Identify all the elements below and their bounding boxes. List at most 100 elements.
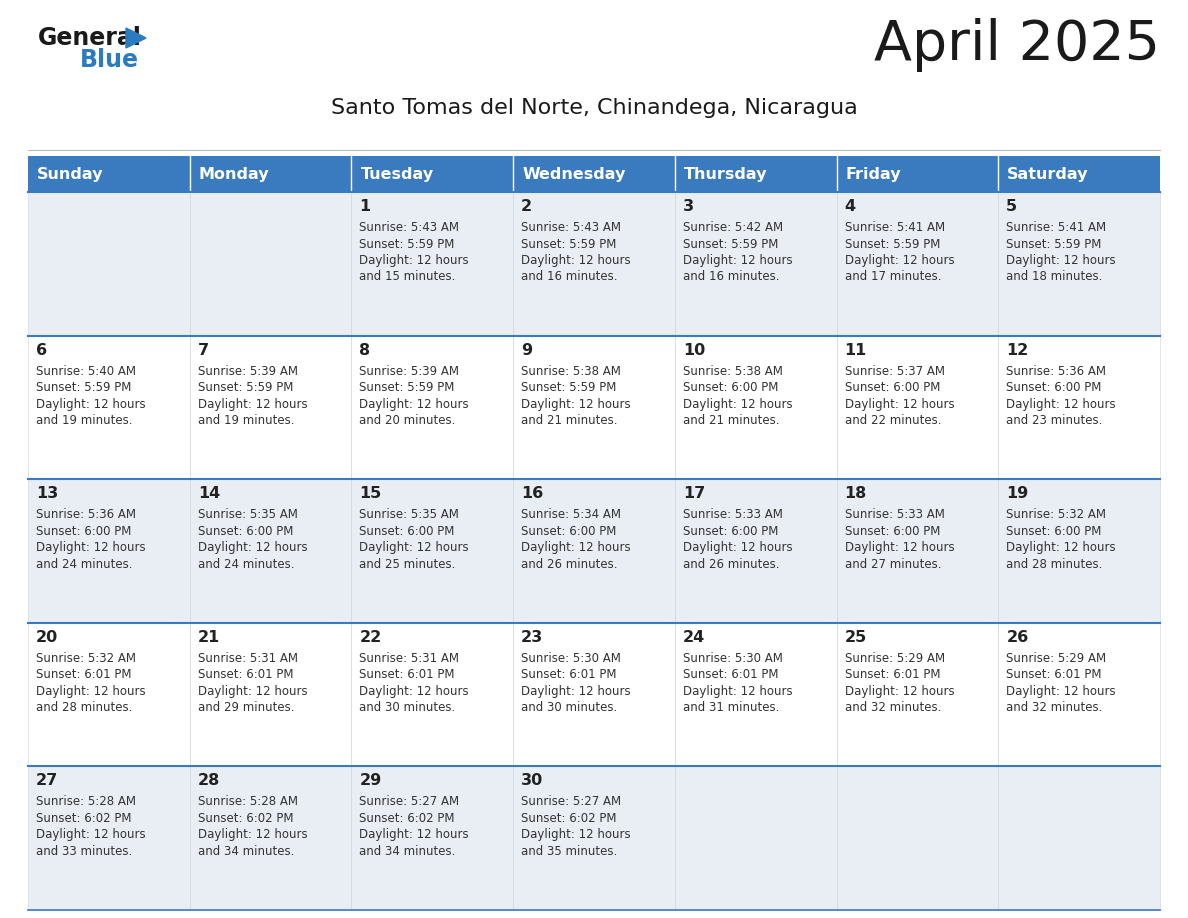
Text: 11: 11 <box>845 342 867 358</box>
Text: Sunset: 6:00 PM: Sunset: 6:00 PM <box>1006 525 1101 538</box>
Text: Sunset: 6:00 PM: Sunset: 6:00 PM <box>683 525 778 538</box>
Bar <box>190 622 352 767</box>
Bar <box>352 767 513 910</box>
Text: Sunset: 6:00 PM: Sunset: 6:00 PM <box>683 381 778 394</box>
Text: Sunset: 6:00 PM: Sunset: 6:00 PM <box>522 525 617 538</box>
Text: 30: 30 <box>522 773 543 789</box>
Text: Daylight: 12 hours: Daylight: 12 hours <box>360 828 469 842</box>
Text: Sunrise: 5:31 AM: Sunrise: 5:31 AM <box>197 652 298 665</box>
Bar <box>998 156 1159 192</box>
Text: 21: 21 <box>197 630 220 644</box>
Text: 4: 4 <box>845 199 855 214</box>
Text: Sunrise: 5:37 AM: Sunrise: 5:37 AM <box>845 364 944 377</box>
Text: Sunset: 5:59 PM: Sunset: 5:59 PM <box>360 238 455 251</box>
Text: Sunset: 6:01 PM: Sunset: 6:01 PM <box>36 668 132 681</box>
Text: 26: 26 <box>1006 630 1029 644</box>
Text: and 21 minutes.: and 21 minutes. <box>522 414 618 427</box>
Text: 29: 29 <box>360 773 381 789</box>
Text: Sunrise: 5:35 AM: Sunrise: 5:35 AM <box>360 509 460 521</box>
Text: Daylight: 12 hours: Daylight: 12 hours <box>522 685 631 698</box>
Text: Santo Tomas del Norte, Chinandega, Nicaragua: Santo Tomas del Norte, Chinandega, Nicar… <box>330 98 858 118</box>
Bar <box>836 767 998 910</box>
Text: Daylight: 12 hours: Daylight: 12 hours <box>845 542 954 554</box>
Text: April 2025: April 2025 <box>874 18 1159 72</box>
Text: Sunrise: 5:43 AM: Sunrise: 5:43 AM <box>522 221 621 234</box>
Text: and 30 minutes.: and 30 minutes. <box>522 701 618 714</box>
Bar <box>352 156 513 192</box>
Text: Daylight: 12 hours: Daylight: 12 hours <box>683 685 792 698</box>
Text: Daylight: 12 hours: Daylight: 12 hours <box>36 828 146 842</box>
Text: and 25 minutes.: and 25 minutes. <box>360 558 456 571</box>
Text: Daylight: 12 hours: Daylight: 12 hours <box>683 397 792 410</box>
Text: Sunrise: 5:31 AM: Sunrise: 5:31 AM <box>360 652 460 665</box>
Text: Sunset: 6:02 PM: Sunset: 6:02 PM <box>360 812 455 825</box>
Text: Sunday: Sunday <box>37 166 103 182</box>
Text: and 16 minutes.: and 16 minutes. <box>683 271 779 284</box>
Text: Daylight: 12 hours: Daylight: 12 hours <box>522 542 631 554</box>
Text: Sunset: 6:01 PM: Sunset: 6:01 PM <box>522 668 617 681</box>
Text: Daylight: 12 hours: Daylight: 12 hours <box>1006 542 1116 554</box>
Text: Sunrise: 5:33 AM: Sunrise: 5:33 AM <box>683 509 783 521</box>
Bar <box>513 622 675 767</box>
Text: and 19 minutes.: and 19 minutes. <box>36 414 133 427</box>
Text: 9: 9 <box>522 342 532 358</box>
Text: Sunset: 6:00 PM: Sunset: 6:00 PM <box>845 525 940 538</box>
Bar <box>513 192 675 336</box>
Text: and 16 minutes.: and 16 minutes. <box>522 271 618 284</box>
Text: and 28 minutes.: and 28 minutes. <box>1006 558 1102 571</box>
Text: Sunrise: 5:42 AM: Sunrise: 5:42 AM <box>683 221 783 234</box>
Text: Daylight: 12 hours: Daylight: 12 hours <box>360 542 469 554</box>
Text: Sunset: 6:01 PM: Sunset: 6:01 PM <box>683 668 778 681</box>
Text: Daylight: 12 hours: Daylight: 12 hours <box>845 254 954 267</box>
Bar <box>190 156 352 192</box>
Text: Daylight: 12 hours: Daylight: 12 hours <box>197 828 308 842</box>
Text: 3: 3 <box>683 199 694 214</box>
Bar <box>352 622 513 767</box>
Text: and 33 minutes.: and 33 minutes. <box>36 845 132 858</box>
Text: 18: 18 <box>845 487 867 501</box>
Text: Sunset: 6:01 PM: Sunset: 6:01 PM <box>360 668 455 681</box>
Text: and 26 minutes.: and 26 minutes. <box>683 558 779 571</box>
Text: Sunset: 6:00 PM: Sunset: 6:00 PM <box>360 525 455 538</box>
Text: Sunrise: 5:41 AM: Sunrise: 5:41 AM <box>1006 221 1106 234</box>
Bar <box>998 479 1159 622</box>
Text: Daylight: 12 hours: Daylight: 12 hours <box>1006 254 1116 267</box>
Text: Daylight: 12 hours: Daylight: 12 hours <box>197 685 308 698</box>
Text: Sunrise: 5:34 AM: Sunrise: 5:34 AM <box>522 509 621 521</box>
Text: and 17 minutes.: and 17 minutes. <box>845 271 941 284</box>
Text: and 30 minutes.: and 30 minutes. <box>360 701 456 714</box>
Bar <box>29 622 190 767</box>
Bar <box>29 336 190 479</box>
Text: 25: 25 <box>845 630 867 644</box>
Text: 8: 8 <box>360 342 371 358</box>
Text: Sunset: 5:59 PM: Sunset: 5:59 PM <box>197 381 293 394</box>
Text: Wednesday: Wednesday <box>523 166 626 182</box>
Text: and 27 minutes.: and 27 minutes. <box>845 558 941 571</box>
Text: Sunset: 5:59 PM: Sunset: 5:59 PM <box>1006 238 1101 251</box>
Bar <box>190 479 352 622</box>
Bar <box>190 192 352 336</box>
Text: and 18 minutes.: and 18 minutes. <box>1006 271 1102 284</box>
Text: 27: 27 <box>36 773 58 789</box>
Bar <box>675 336 836 479</box>
Text: Daylight: 12 hours: Daylight: 12 hours <box>845 685 954 698</box>
Text: Sunset: 6:02 PM: Sunset: 6:02 PM <box>36 812 132 825</box>
Text: Sunrise: 5:28 AM: Sunrise: 5:28 AM <box>36 795 135 809</box>
Text: Daylight: 12 hours: Daylight: 12 hours <box>36 397 146 410</box>
Text: Daylight: 12 hours: Daylight: 12 hours <box>683 254 792 267</box>
Text: and 32 minutes.: and 32 minutes. <box>1006 701 1102 714</box>
Text: Thursday: Thursday <box>684 166 767 182</box>
Text: and 22 minutes.: and 22 minutes. <box>845 414 941 427</box>
Text: 2: 2 <box>522 199 532 214</box>
Bar <box>836 336 998 479</box>
Bar <box>352 336 513 479</box>
Text: and 29 minutes.: and 29 minutes. <box>197 701 295 714</box>
Text: Sunset: 6:02 PM: Sunset: 6:02 PM <box>522 812 617 825</box>
Bar <box>675 767 836 910</box>
Text: Sunrise: 5:29 AM: Sunrise: 5:29 AM <box>1006 652 1106 665</box>
Text: Sunset: 5:59 PM: Sunset: 5:59 PM <box>522 381 617 394</box>
Text: Sunset: 6:00 PM: Sunset: 6:00 PM <box>36 525 132 538</box>
Text: Sunrise: 5:30 AM: Sunrise: 5:30 AM <box>522 652 621 665</box>
Text: Sunrise: 5:32 AM: Sunrise: 5:32 AM <box>36 652 135 665</box>
Bar <box>190 767 352 910</box>
